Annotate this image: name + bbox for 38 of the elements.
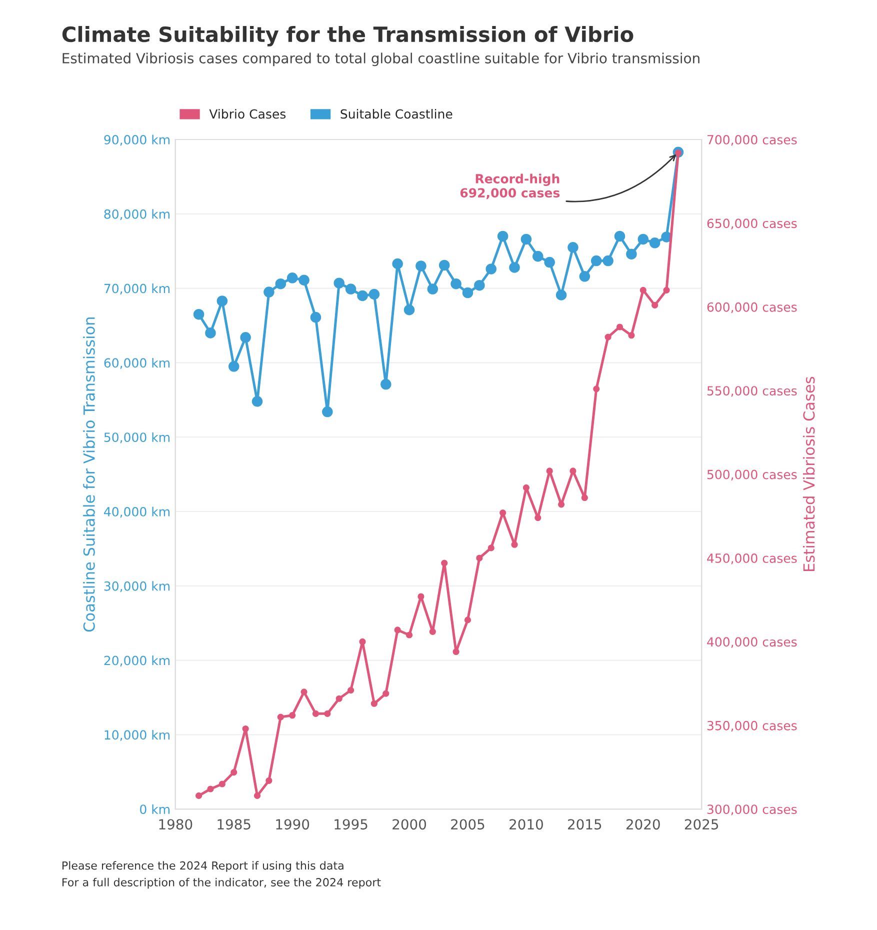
x-tick-label: 2015: [568, 819, 602, 830]
y-tick-label: 90,000 km: [104, 134, 170, 146]
x-tick-label: 1985: [218, 819, 250, 830]
x-tick-label: 2005: [451, 819, 484, 830]
legend-label: Suitable Coastline: [340, 109, 452, 119]
chart-title: Climate Suitability for the Transmission of Vibrio: [62, 26, 634, 46]
x-tick-label: 1990: [276, 819, 310, 830]
x-tick-label: 1980: [159, 819, 192, 830]
y-tick-label: 80,000 km: [104, 209, 170, 220]
x-tick-label: 2025: [684, 819, 718, 830]
y-tick-label: 20,000 km: [104, 656, 170, 666]
y2-tick-label: 300,000 cases: [707, 804, 797, 816]
y-axis-title: Coastline Suitable for Vibrio Transmission: [83, 317, 95, 632]
y-tick-label: 60,000 km: [104, 358, 170, 369]
y2-tick-label: 550,000 cases: [707, 386, 797, 397]
y2-tick-label: 350,000 cases: [707, 720, 797, 732]
annotation: Record-high 692,000 cases: [460, 174, 560, 200]
x-tick-label: 2000: [392, 819, 426, 830]
x-tick-label: 2020: [626, 819, 660, 830]
chart-subtitle: Estimated Vibriosis cases compared to total global coastline suitable for Vibrio transmission: [62, 52, 700, 66]
y2-tick-label: 600,000 cases: [707, 302, 797, 314]
x-tick-label: 1995: [334, 819, 368, 830]
y-tick-label: 30,000 km: [104, 581, 170, 592]
y-tick-label: 70,000 km: [104, 284, 170, 294]
y2-tick-label: 500,000 cases: [707, 470, 797, 480]
x-tick-label: 2010: [510, 819, 543, 830]
y-tick-label: 50,000 km: [104, 432, 170, 444]
y-tick-label: 40,000 km: [104, 506, 170, 518]
y2-tick-label: 700,000 cases: [707, 134, 797, 146]
y-tick-label: 0 km: [140, 804, 170, 814]
y2-tick-label: 400,000 cases: [707, 637, 797, 648]
text: Please reference the 2024 Report if using this data: [62, 861, 344, 872]
legend-label: Vibrio Cases: [209, 109, 286, 119]
text: For a full description of the indicator, see the 2024 report: [62, 878, 381, 889]
y-tick-label: 10,000 km: [104, 730, 170, 741]
y2-axis-title: Estimated Vibriosis Cases: [802, 376, 815, 571]
y2-tick-label: 450,000 cases: [707, 553, 797, 564]
y2-tick-label: 650,000 cases: [707, 218, 797, 230]
